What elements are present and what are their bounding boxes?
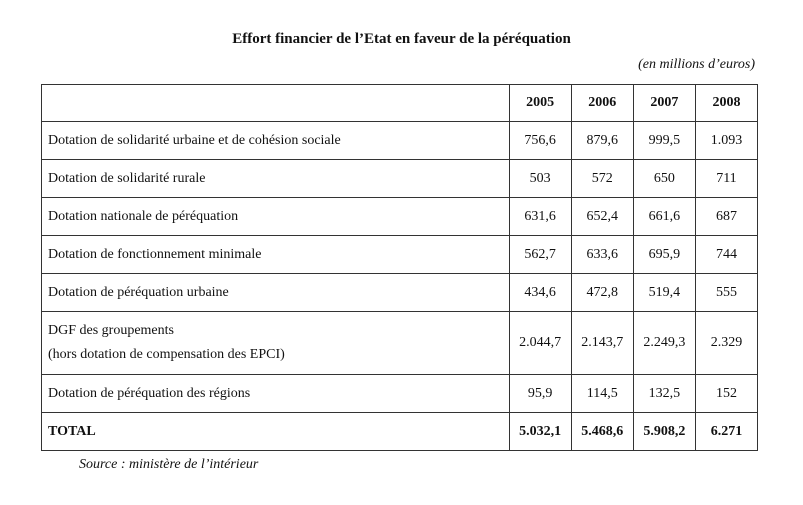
value-cell: 472,8 (570, 273, 634, 312)
table-row: Dotation de solidarité rurale 503 572 650 71… (41, 159, 759, 198)
row-label: Dotation nationale de péréquation (41, 197, 510, 236)
value-cell: 687 (694, 197, 759, 236)
row-label: Dotation de péréquation des régions (41, 374, 510, 413)
total-value: 5.468,6 (570, 412, 634, 451)
row-label-line: Dotation de péréquation des régions (48, 385, 251, 401)
row-label-line: (hors dotation de compensation des EPCI) (48, 347, 285, 362)
row-label: Dotation de solidarité urbaine et de coh… (41, 121, 510, 160)
value-cell: 999,5 (632, 121, 696, 160)
row-label-line: DGF des groupements (48, 323, 174, 338)
column-header: 2005 (508, 84, 572, 122)
row-label-line: Dotation de solidarité rurale (48, 170, 206, 186)
total-value: 6.271 (694, 412, 759, 451)
value-cell: 519,4 (632, 273, 696, 312)
value-cell: 555 (694, 273, 759, 312)
table-row: Dotation de péréquation des régions 95,9 1… (41, 374, 759, 413)
column-header: 2006 (570, 84, 634, 122)
value-cell: 631,6 (508, 197, 572, 236)
row-label-line: Dotation de fonctionnement minimale (48, 246, 262, 262)
total-label: TOTAL (41, 412, 510, 451)
row-label-line: Dotation de péréquation urbaine (48, 284, 229, 300)
table-row: Dotation de fonctionnement minimale 562,7… (41, 235, 759, 274)
row-label-line: Dotation nationale de péréquation (48, 208, 239, 224)
total-value: 5.908,2 (632, 412, 696, 451)
value-cell: 2.329 (694, 311, 759, 375)
total-row: TOTAL 5.032,1 5.468,6 5.908,2 6.271 (41, 412, 759, 451)
value-cell: 2.044,7 (508, 311, 572, 375)
header-row: 2005 2006 2007 2008 (41, 84, 759, 122)
row-label: DGF des groupements (hors dotation de com… (41, 311, 510, 375)
total-value: 5.032,1 (508, 412, 572, 451)
value-cell: 1.093 (694, 121, 759, 160)
unit-note: (en millions d’euros) (638, 57, 755, 72)
table-row: DGF des groupements (hors dotation de com… (41, 311, 759, 375)
value-cell: 132,5 (632, 374, 696, 413)
column-header: 2007 (632, 84, 696, 122)
value-cell: 434,6 (508, 273, 572, 312)
column-header: 2008 (694, 84, 759, 122)
data-table: 2005 2006 2007 2008 Dotation de solidarité u… (41, 84, 759, 451)
value-cell: 2.143,7 (570, 311, 634, 375)
value-cell: 650 (632, 159, 696, 198)
value-cell: 152 (694, 374, 759, 413)
value-cell: 562,7 (508, 235, 572, 274)
value-cell: 756,6 (508, 121, 572, 160)
value-cell: 661,6 (632, 197, 696, 236)
value-cell: 572 (570, 159, 634, 198)
value-cell: 711 (694, 159, 759, 198)
source-note: Source : ministère de l’intérieur (79, 457, 259, 472)
table-row: Dotation nationale de péréquation 631,6 65… (41, 197, 759, 236)
value-cell: 744 (694, 235, 759, 274)
value-cell: 95,9 (508, 374, 572, 413)
row-label: Dotation de fonctionnement minimale (41, 235, 510, 274)
table-row: Dotation de solidarité urbaine et de coh… (41, 121, 759, 160)
row-label: Dotation de solidarité rurale (41, 159, 510, 198)
header-blank (41, 84, 510, 122)
value-cell: 879,6 (570, 121, 634, 160)
value-cell: 652,4 (570, 197, 634, 236)
row-label-line: Dotation de solidarité urbaine et de coh… (48, 132, 341, 148)
table-row: Dotation de péréquation urbaine 434,6 472,… (41, 273, 759, 312)
row-label: Dotation de péréquation urbaine (41, 273, 510, 312)
value-cell: 503 (508, 159, 572, 198)
value-cell: 695,9 (632, 235, 696, 274)
value-cell: 2.249,3 (632, 311, 696, 375)
value-cell: 633,6 (570, 235, 634, 274)
value-cell: 114,5 (570, 374, 634, 413)
table-title: Effort financier de l’Etat en faveur de … (232, 31, 571, 47)
